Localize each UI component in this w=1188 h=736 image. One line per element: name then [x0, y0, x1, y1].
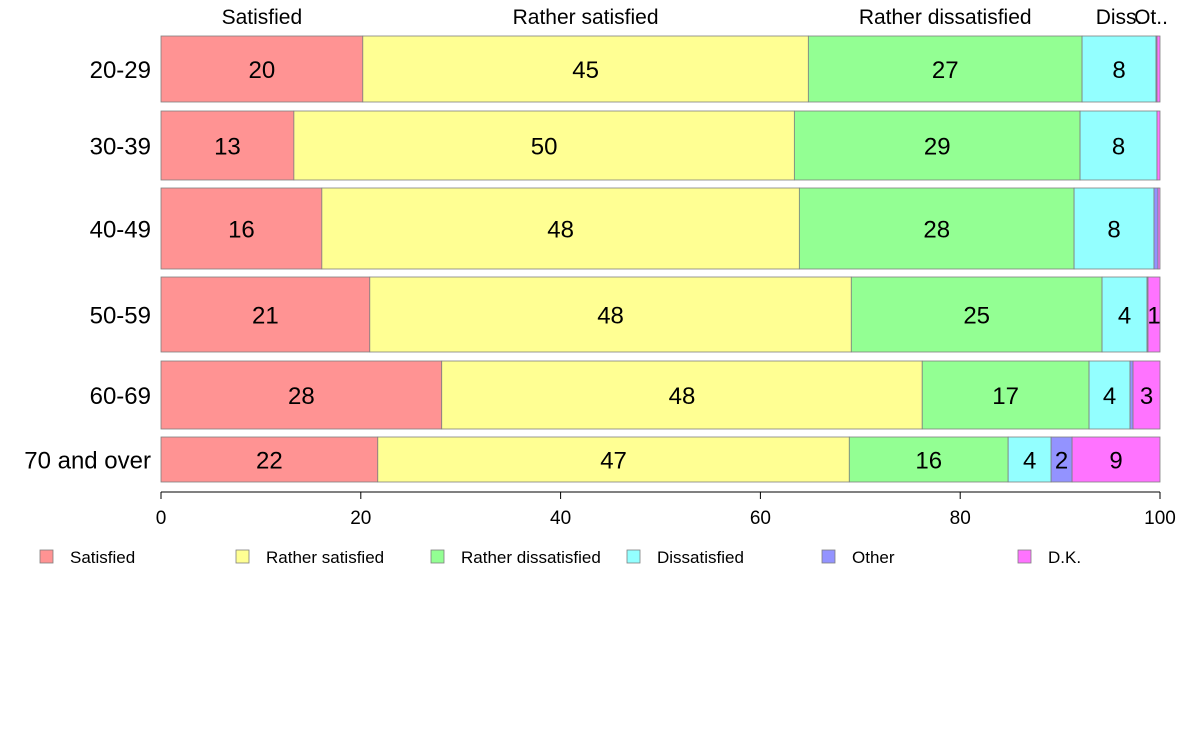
data-label: 45: [572, 57, 599, 84]
bar-segment: [160, 110, 295, 181]
bar-segment: [798, 187, 1075, 270]
bar-segment: [1101, 276, 1148, 353]
legend-swatch: [430, 549, 445, 564]
data-label: 50: [531, 134, 558, 161]
top-category-label: Satisfied: [222, 6, 303, 29]
data-label: 4: [1118, 303, 1131, 330]
bar-segment: [1088, 360, 1131, 430]
legend-swatch: [235, 549, 250, 564]
bar-segment: [377, 436, 850, 483]
data-label: 27: [932, 57, 959, 84]
bar-segment: [1073, 187, 1155, 270]
legend-swatch: [39, 549, 54, 564]
data-label: 17: [992, 383, 1019, 410]
top-category-label: Rather satisfied: [513, 6, 659, 29]
bar-segment: [1079, 110, 1158, 181]
bar-segment: [160, 436, 379, 483]
data-label: 48: [669, 383, 696, 410]
bar-segment: [1071, 436, 1161, 483]
x-tick-label: 40: [550, 508, 571, 529]
data-label: 22: [256, 448, 283, 475]
data-label: 8: [1107, 217, 1120, 244]
top-category-label: Ot..: [1134, 6, 1168, 29]
legend-swatch: [626, 549, 641, 564]
data-label: 48: [597, 303, 624, 330]
x-tick-label: 0: [156, 508, 167, 529]
bar-segment: [321, 187, 800, 270]
bar-segment: [1153, 187, 1159, 270]
legend-label: Other: [852, 548, 895, 567]
top-category-labels: Satisfied Rather satisfied Rather dissatis…: [222, 6, 1168, 29]
data-label: 16: [915, 448, 942, 475]
data-label: 48: [547, 217, 574, 244]
data-label: 25: [963, 303, 990, 330]
data-label: 2: [1055, 448, 1068, 475]
top-category-label: Rather dissatisfied: [859, 6, 1032, 29]
data-label: 47: [600, 448, 627, 475]
bar-segment: [1156, 110, 1161, 181]
bar-segment: [160, 276, 371, 353]
legend-label: Satisfied: [70, 548, 135, 567]
data-label: 28: [923, 217, 950, 244]
row-label: 50-59: [90, 303, 151, 330]
bar-segment: [369, 276, 852, 353]
bar-segment: [1156, 35, 1161, 103]
bar-segment: [848, 436, 1009, 483]
x-tick-label: 20: [350, 508, 371, 529]
legend-label: Rather dissatisfied: [461, 548, 601, 567]
x-tick-label: 60: [750, 508, 771, 529]
data-label: 9: [1109, 448, 1122, 475]
data-label: 20: [249, 57, 276, 84]
data-label: 13: [214, 134, 241, 161]
x-tick-label: 80: [950, 508, 971, 529]
x-tick-label: 100: [1144, 508, 1176, 529]
bar-segment: [921, 360, 1090, 430]
bar-segment: [160, 187, 323, 270]
row-labels: 20-29 30-39 40-49 50-59 60-69 70 and over: [24, 57, 151, 475]
legend-label: Dissatisfied: [657, 548, 744, 567]
data-label: 8: [1112, 134, 1125, 161]
bar-segment: [1132, 360, 1161, 430]
data-label: 21: [252, 303, 279, 330]
legend-swatch: [821, 549, 836, 564]
bar-segment: [293, 110, 795, 181]
bar-segment: [1147, 276, 1161, 353]
data-label: 1: [1147, 303, 1160, 330]
row-label: 60-69: [90, 383, 151, 410]
bar-segment: [1157, 187, 1161, 270]
data-label: 8: [1112, 57, 1125, 84]
bars: 20 45 27 813 50 29 816 48 28 821 48 25 4 128 48 17 4 322 4…: [160, 35, 1161, 483]
bar-segment: [362, 35, 809, 103]
legend-label: Rather satisfied: [266, 548, 384, 567]
data-label: 4: [1103, 383, 1116, 410]
bar-segment: [850, 276, 1103, 353]
x-axis: 0 20 40 60 80 100: [156, 491, 1176, 529]
row-label: 30-39: [90, 134, 151, 161]
bar-segment: [1129, 360, 1134, 430]
top-category-label: Diss.: [1096, 6, 1143, 29]
data-label: 29: [924, 134, 951, 161]
data-label: 16: [228, 217, 255, 244]
legend-swatch: [1017, 549, 1032, 564]
bar-segment: [441, 360, 923, 430]
bar-segment: [793, 110, 1081, 181]
bar-segment: [160, 360, 443, 430]
data-label: 28: [288, 383, 315, 410]
row-label: 70 and over: [24, 448, 151, 475]
data-label: 4: [1023, 448, 1036, 475]
row-label: 40-49: [90, 217, 151, 244]
row-label: 20-29: [90, 57, 151, 84]
data-label: 3: [1140, 383, 1153, 410]
legend: Satisfied Rather satisfied Rather dissatis…: [39, 548, 1081, 567]
bar-segment: [1007, 436, 1052, 483]
legend-label: D.K.: [1048, 548, 1081, 567]
